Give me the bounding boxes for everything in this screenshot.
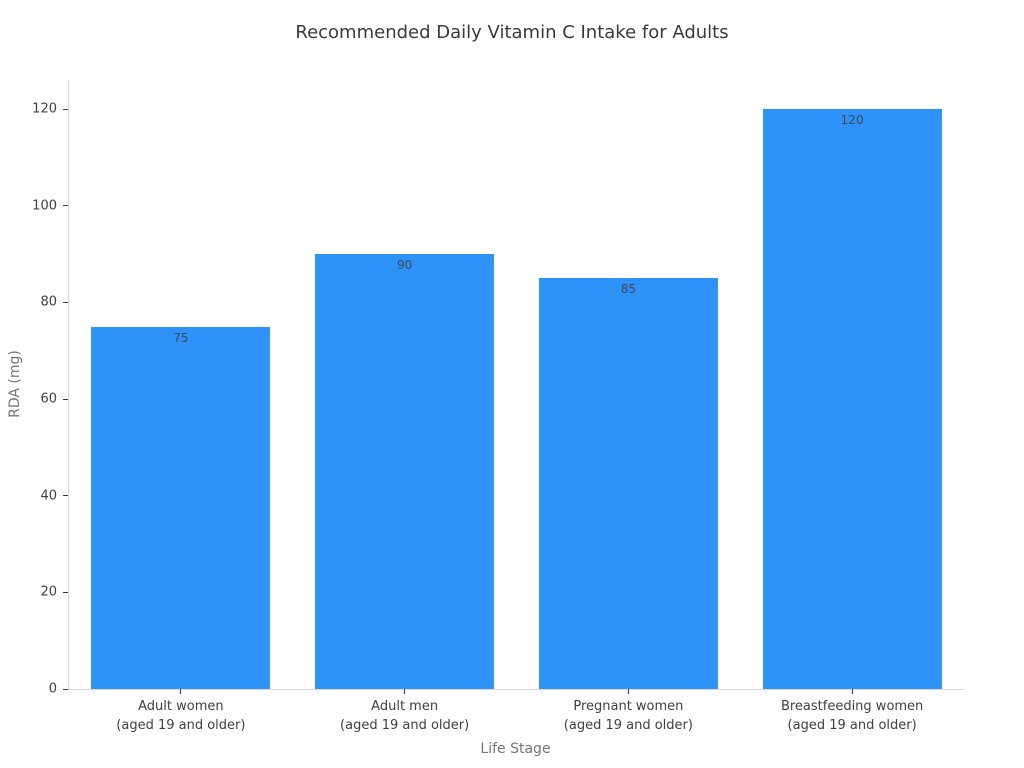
x-tick-mark [627, 689, 629, 694]
bar: 90 [315, 254, 495, 689]
x-tick-label: Adult women (aged 19 and older) [116, 699, 246, 733]
x-tick-label: Breastfeeding women (aged 19 and older) [780, 699, 924, 733]
y-tick-mark [63, 688, 68, 690]
x-tick-label: Adult men (aged 19 and older) [340, 699, 470, 733]
y-tick-label: 120 [32, 101, 57, 117]
y-tick-label: 40 [40, 488, 57, 504]
y-tick-mark [63, 495, 68, 497]
bar-value-label: 120 [840, 113, 864, 127]
plot-area: 0 20 40 60 80 100 120 75 Adult women (aged 19 an… [32, 80, 964, 733]
y-tick-label: 0 [48, 681, 57, 697]
x-tick-label: Pregnant women (aged 19 and older) [563, 699, 693, 733]
bar: 85 [538, 278, 718, 689]
y-tick-mark [63, 591, 68, 593]
y-tick-label: 60 [40, 391, 57, 407]
y-tick-label: 80 [40, 294, 57, 310]
bar-value-label: 90 [396, 258, 413, 272]
bar-value-label: 85 [620, 282, 637, 297]
bar-value-label: 75 [173, 330, 189, 345]
y-tick-mark [63, 301, 68, 303]
y-tick-mark [63, 398, 68, 400]
y-axis-title: RDA (mg) [7, 350, 23, 418]
y-tick-label: 100 [32, 198, 57, 214]
bar: 120 [762, 109, 942, 689]
x-tick-mark [851, 689, 853, 694]
bar: 75 [91, 326, 271, 689]
y-tick-mark [63, 205, 68, 207]
x-tick-mark [404, 689, 406, 694]
chart-title: Recommended Daily Vitamin C Intake for A… [295, 22, 729, 43]
x-axis-title: Life Stage [480, 741, 551, 757]
y-tick-label: 20 [40, 584, 57, 600]
y-tick-mark [63, 108, 68, 110]
x-tick-mark [180, 689, 182, 694]
